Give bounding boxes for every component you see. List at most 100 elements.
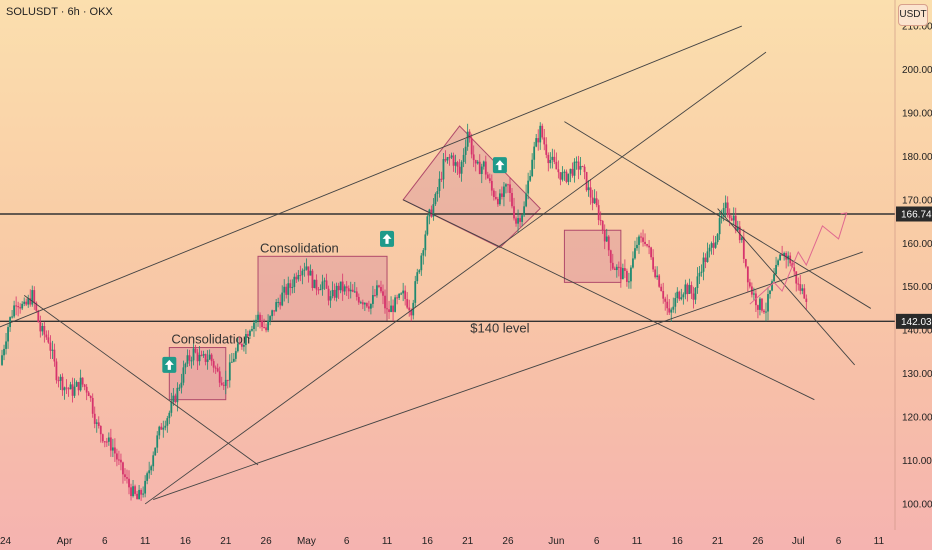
candle-body — [565, 171, 568, 182]
x-tick-label: 11 — [874, 536, 885, 547]
candle-body — [269, 316, 272, 321]
candle-body — [795, 271, 798, 284]
candle-body — [345, 286, 348, 289]
candle-body — [803, 288, 806, 299]
candle-body — [228, 362, 231, 381]
candle-body — [5, 341, 7, 349]
candle-body — [573, 161, 576, 176]
candle-body — [240, 343, 243, 347]
candle-body — [301, 270, 304, 276]
candle-body — [765, 311, 767, 313]
candle-body — [636, 244, 638, 249]
candle-body — [315, 279, 318, 290]
candle-body — [726, 202, 729, 216]
candle-body — [496, 198, 499, 205]
candle-body — [400, 293, 403, 295]
candle-body — [746, 266, 749, 283]
candle-body — [243, 345, 245, 347]
candle-body — [95, 422, 98, 424]
candle-body — [351, 289, 354, 292]
candle-body — [658, 275, 661, 287]
candle-body — [628, 281, 630, 283]
candle-body — [619, 267, 622, 280]
candle-body — [468, 131, 471, 139]
candle-body — [325, 280, 328, 289]
candle-body — [623, 268, 626, 271]
level-annotation: $140 level — [470, 320, 529, 335]
candle-body — [670, 309, 673, 313]
candle-body — [339, 281, 342, 291]
candle-body — [478, 161, 481, 174]
candle-body — [146, 473, 149, 481]
candle-body — [603, 229, 606, 242]
candle-body — [132, 486, 134, 497]
y-tick-label: 110.00 — [902, 456, 932, 467]
candle-body — [122, 462, 124, 475]
consolidation-boxes: Consolidation Consolidation — [168, 125, 622, 401]
candle-body — [25, 301, 28, 305]
candle-body — [361, 302, 364, 305]
candle-body — [748, 282, 751, 287]
candle-body — [277, 301, 280, 303]
candle-body — [466, 131, 469, 147]
candle-body — [440, 178, 443, 180]
candle-body — [343, 286, 346, 292]
candle-body — [646, 244, 648, 246]
candle-body — [323, 280, 326, 282]
currency-unit-badge[interactable]: USDT — [898, 4, 928, 26]
candle-body — [712, 243, 715, 248]
candle-body — [111, 447, 114, 451]
candle-body — [654, 269, 657, 278]
y-tick-label: 210.00 — [902, 22, 932, 33]
candle-body — [168, 412, 171, 419]
candle-body — [253, 322, 255, 330]
candle-body — [81, 377, 84, 385]
candle-body — [47, 337, 50, 343]
candle-body — [51, 349, 54, 351]
candle-body — [178, 387, 181, 389]
candle-body — [57, 380, 60, 382]
candle-body — [402, 290, 405, 294]
candle-body — [561, 172, 564, 180]
candle-body — [444, 159, 447, 161]
candle-body — [406, 299, 409, 308]
candle-body — [801, 288, 804, 291]
candle-body — [404, 290, 407, 300]
candle-body — [39, 322, 42, 332]
candle-body — [672, 306, 675, 310]
candle-body — [372, 295, 374, 304]
candle-body — [97, 422, 100, 426]
y-tick-label: 100.00 — [902, 499, 932, 510]
candle-body — [740, 237, 743, 241]
candle-body — [640, 236, 642, 238]
candle-body — [668, 308, 671, 313]
candle-body — [347, 288, 350, 292]
candle-body — [21, 303, 24, 309]
candle-body — [101, 434, 104, 442]
candle-body — [261, 320, 263, 328]
candle-body — [331, 289, 334, 297]
trendline — [23, 295, 259, 466]
candle-body — [688, 285, 691, 295]
candle-body — [89, 396, 92, 398]
candle-body — [501, 193, 503, 197]
candle-body — [136, 493, 138, 500]
candle-body — [742, 237, 745, 259]
candle-body — [805, 298, 808, 302]
candle-body — [196, 352, 199, 362]
candle-body — [759, 298, 761, 310]
x-tick-label: Jun — [548, 536, 564, 547]
candle-body — [297, 275, 300, 280]
candle-body — [156, 435, 159, 448]
candle-body — [69, 384, 72, 390]
candle-body — [660, 286, 663, 292]
candle-body — [563, 171, 566, 173]
candle-body — [190, 360, 193, 362]
candle-body — [384, 295, 386, 309]
candle-body — [27, 298, 30, 305]
candle-body — [13, 305, 16, 317]
x-tick-label: 24 — [0, 536, 12, 547]
candle-body — [200, 354, 203, 356]
price-tag-label: 166.74 — [901, 209, 932, 220]
